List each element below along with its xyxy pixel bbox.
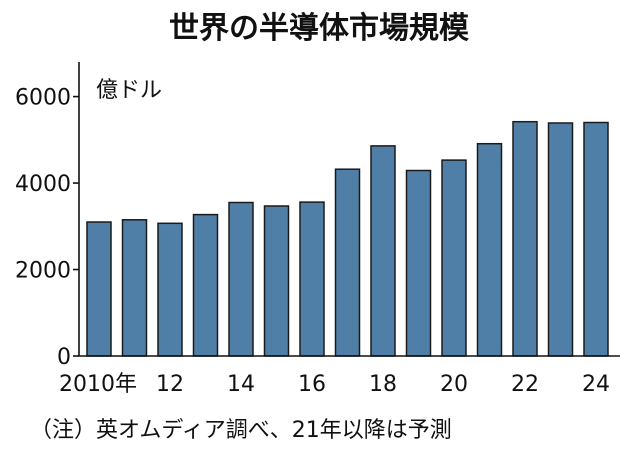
bar-2012 [157,222,183,357]
bar-2010 [86,221,112,357]
bar-2019 [405,169,432,357]
y-tick-label-1: 2000 [15,259,71,284]
bars [86,120,609,357]
bar-2018 [370,145,396,357]
chart-title: 世界の半導体市場規模 [169,11,469,46]
x-tick-label-1: 12 [156,372,184,397]
bar-2015 [263,205,290,357]
bar-2020 [441,159,467,357]
source-note: （注）英オムディア調べ、21年以降は予測 [30,418,452,443]
y-tick-label-0: 0 [57,345,71,370]
bar-2022 [512,120,538,357]
bar-2011 [121,219,148,357]
x-tick-label-4: 18 [369,372,397,397]
x-tick-label-6: 22 [511,372,539,397]
bar-2024 [583,121,609,357]
x-tick-label-2: 14 [227,372,255,397]
x-axis-ticks: 2010年 12 14 16 18 20 22 24 [59,372,610,397]
bar-2023 [547,122,574,357]
x-tick-label-5: 20 [440,372,468,397]
bar-2017 [334,168,361,357]
bar-2021 [476,142,503,357]
x-tick-label-3: 16 [298,372,326,397]
x-tick-label-7: 24 [582,372,610,397]
bar-2013 [192,213,219,357]
y-axis-ticks: 0 2000 4000 6000 [15,86,79,370]
bar-2014 [228,201,254,357]
y-tick-label-3: 6000 [15,86,71,111]
x-tick-label-0: 2010年 [59,372,137,397]
bar-2016 [299,201,325,357]
y-tick-label-2: 4000 [15,172,71,197]
unit-label: 億ドル [96,78,162,103]
